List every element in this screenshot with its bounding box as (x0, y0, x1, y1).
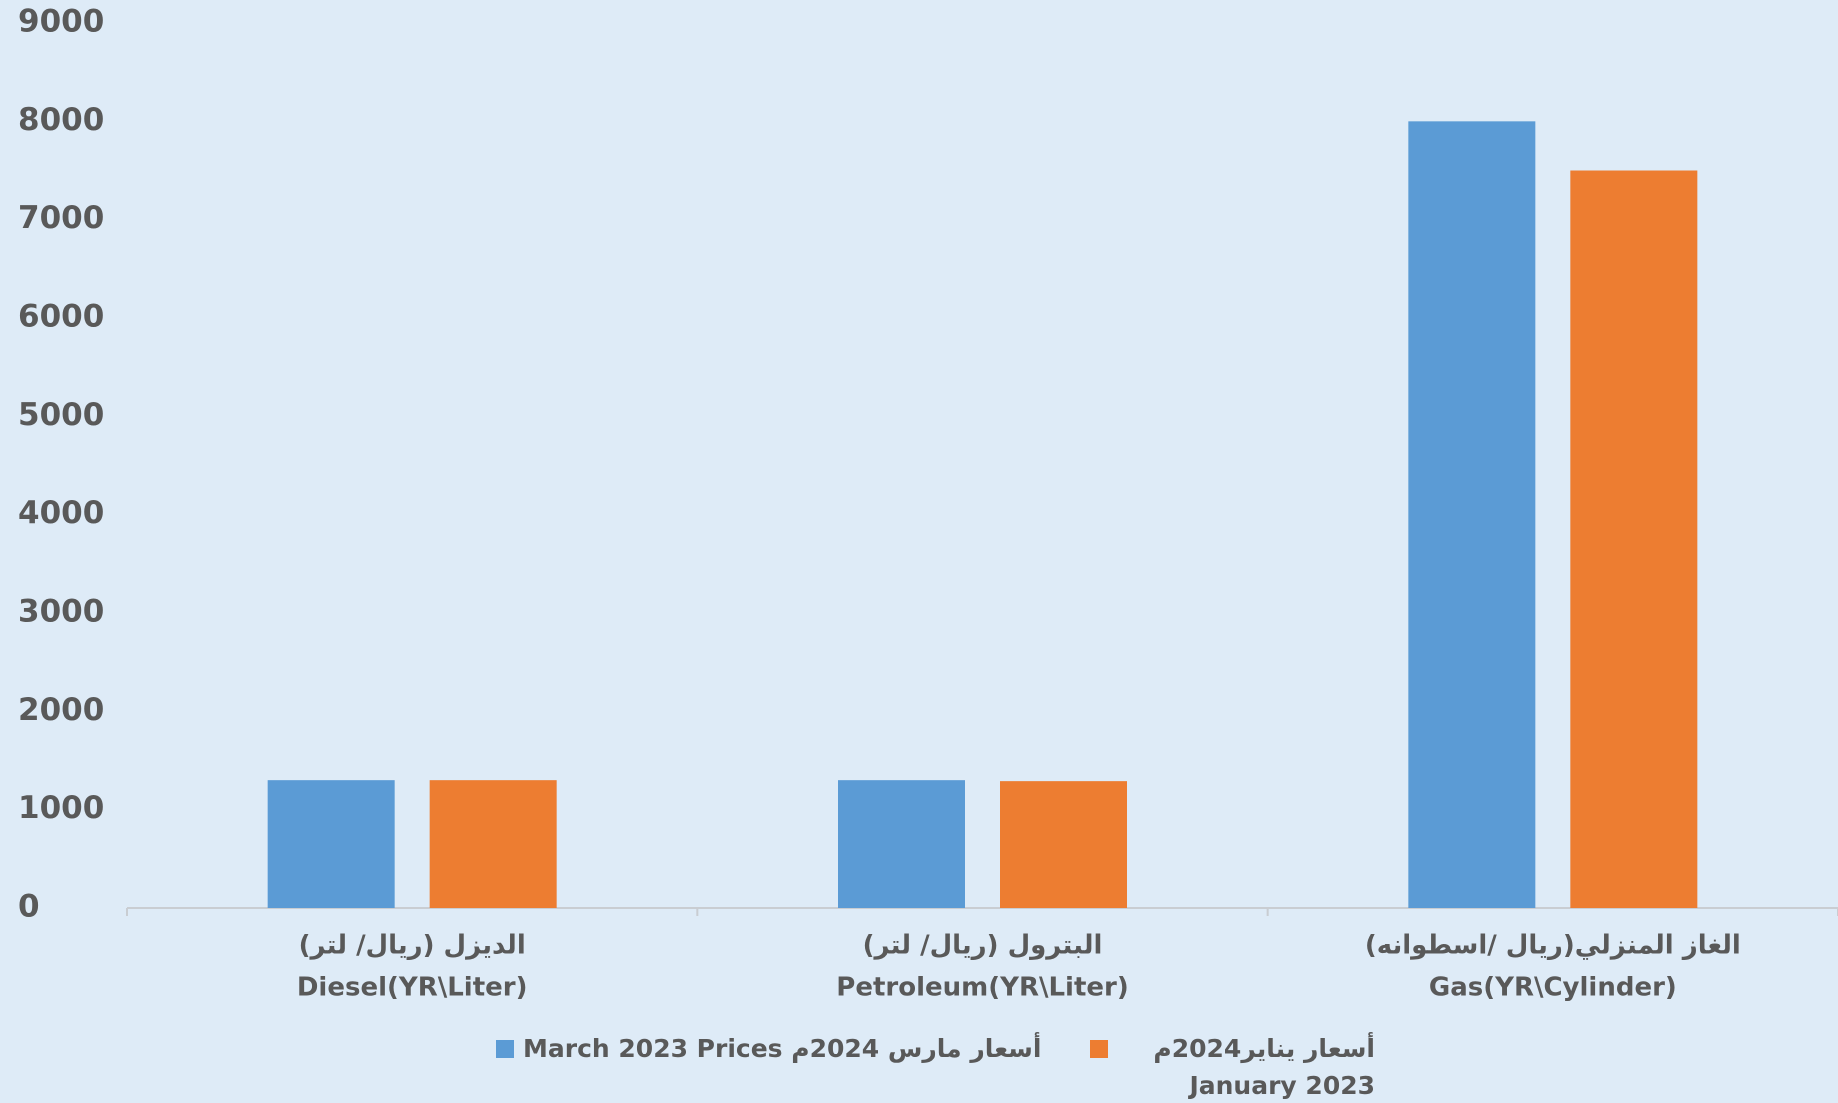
bar (1570, 170, 1698, 908)
x-tick-label: الديزل (ريال/ لتر) (299, 931, 526, 961)
y-tick-label: 1000 (18, 790, 104, 826)
y-tick-label: 7000 (18, 200, 104, 236)
y-tick-label: 3000 (18, 594, 104, 630)
y-tick-label: 6000 (18, 299, 104, 335)
bar (429, 780, 557, 908)
x-tick-label: البترول (ريال/ لتر) (863, 931, 1103, 961)
bar (838, 780, 965, 908)
legend-swatch (496, 1040, 514, 1058)
bar (1000, 781, 1127, 908)
legend-label: March 2023 Prices أسعار مارس 2024م (523, 1034, 1042, 1063)
legend-swatch (1090, 1040, 1108, 1058)
x-tick-label: Diesel(YR\Liter) (297, 973, 528, 1003)
y-tick-label: 0 (18, 889, 40, 925)
legend-label: أسعار يناير2024م January 2023 prices (1153, 1034, 1375, 1100)
x-tick-label: Gas(YR\Cylinder) (1429, 973, 1677, 1003)
y-tick-label: 4000 (18, 495, 104, 531)
x-tick-label: الغاز المنزلي(ريال /اسطوانه) (1365, 931, 1741, 961)
y-tick-label: 8000 (18, 102, 104, 138)
y-tick-label: 9000 (18, 4, 104, 40)
y-tick-label: 2000 (18, 692, 104, 728)
x-tick-label: Petroleum(YR\Liter) (836, 973, 1128, 1003)
bar (267, 780, 395, 908)
y-tick-label: 5000 (18, 397, 104, 433)
bar (1408, 121, 1536, 909)
